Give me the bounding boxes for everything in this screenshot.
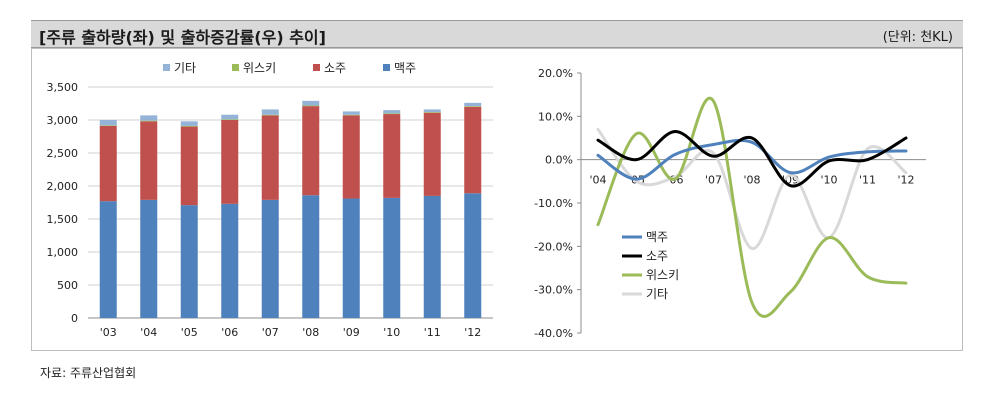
bar-segment-whisky [221, 119, 239, 120]
line-series-other [596, 127, 908, 250]
bar-segment-whisky [261, 114, 279, 116]
line-series-whisky [596, 96, 908, 318]
line-legend-label: 맥주 [646, 230, 668, 244]
bar-segment-other [99, 120, 117, 126]
bar-xtick-label: '06 [221, 326, 238, 339]
bar-segment-soju [383, 114, 401, 198]
bar-segment-soju [221, 120, 239, 204]
bar-xtick-label: '12 [464, 326, 481, 339]
bar-segment-beer [464, 193, 482, 318]
bar-legend-swatch [232, 64, 239, 71]
bar-segment-other [423, 109, 441, 113]
bar-segment-other [140, 115, 158, 121]
line-xtick-label: '11 [859, 174, 876, 187]
bar-segment-other [180, 121, 198, 126]
bar-ytick-label: 0 [71, 312, 78, 325]
bar-legend-swatch [383, 64, 390, 71]
line-ytick-label: -10.0% [534, 197, 573, 210]
bar-segment-whisky [180, 125, 198, 127]
bar-segment-soju [99, 125, 117, 202]
bar-segment-whisky [342, 114, 360, 116]
bar-segment-soju [464, 106, 482, 194]
bar-segment-other [342, 111, 360, 115]
bar-segment-other [261, 109, 279, 115]
chart-title: [주류 출하량(좌) 및 출하증감률(우) 추이] [39, 28, 326, 47]
line-ytick-label: -20.0% [534, 240, 573, 253]
line-series-beer [596, 138, 908, 181]
bar-segment-beer [383, 197, 401, 318]
bar-ytick-label: 3,000 [47, 114, 79, 127]
bar-segment-beer [423, 195, 441, 318]
bar-segment-other [383, 110, 401, 114]
bar-ytick-label: 1,500 [47, 213, 79, 226]
bar-xtick-label: '08 [302, 326, 319, 339]
bar-segment-soju [180, 126, 198, 206]
bar-segment-whisky [464, 106, 482, 107]
line-xtick-label: '08 [743, 174, 760, 187]
bar-segment-whisky [423, 112, 441, 113]
bar-xtick-label: '11 [424, 326, 441, 339]
bar-segment-beer [180, 205, 198, 318]
line-legend-label: 기타 [646, 287, 668, 301]
bar-segment-other [221, 114, 239, 120]
bar-ytick-label: 2,000 [47, 180, 79, 193]
bar-segment-other [464, 102, 482, 107]
bar-segment-soju [302, 106, 320, 196]
bar-segment-beer [302, 195, 320, 318]
bar-segment-soju [342, 115, 360, 199]
line-xtick-label: '12 [897, 174, 914, 187]
bar-segment-beer [342, 198, 360, 318]
bar-segment-whisky [383, 113, 401, 115]
bar-legend-swatch [163, 64, 170, 71]
bar-ytick-label: 3,500 [47, 81, 79, 94]
line-xtick-label: '10 [820, 174, 837, 187]
bar-ytick-label: 2,500 [47, 147, 79, 160]
bar-legend-label: 위스키 [243, 61, 276, 75]
line-ytick-label: -30.0% [534, 284, 573, 297]
bar-segment-beer [261, 199, 279, 318]
line-legend-label: 소주 [646, 249, 668, 263]
bar-segment-beer [221, 203, 239, 318]
line-xtick-label: '07 [705, 174, 722, 187]
source-note: 자료: 주류산업협회 [40, 366, 137, 380]
bar-xtick-label: '07 [262, 326, 279, 339]
bar-xtick-label: '04 [140, 326, 157, 339]
line-legend-label: 위스키 [646, 268, 679, 282]
bar-ytick-label: 1,000 [47, 246, 79, 259]
bar-segment-beer [140, 199, 158, 318]
bar-segment-other [302, 100, 320, 106]
line-xtick-label: '04 [589, 174, 606, 187]
bar-segment-soju [261, 115, 279, 200]
bar-xtick-label: '10 [383, 326, 400, 339]
bar-ytick-label: 500 [57, 279, 78, 292]
bar-segment-whisky [140, 120, 158, 122]
bar-legend-label: 소주 [324, 61, 346, 75]
bar-legend-label: 기타 [174, 61, 196, 75]
bar-xtick-label: '05 [181, 326, 198, 339]
bar-segment-whisky [99, 125, 117, 126]
bar-legend-swatch [313, 64, 320, 71]
unit-label: (단위: 천KL) [882, 30, 953, 45]
bar-xtick-label: '03 [100, 326, 117, 339]
title-bar: [주류 출하량(좌) 및 출하증감률(우) 추이] (단위: 천KL) [31, 20, 963, 48]
bar-segment-soju [140, 121, 158, 200]
bar-segment-whisky [302, 105, 320, 107]
bar-xtick-label: '09 [343, 326, 360, 339]
line-ytick-label: -40.0% [534, 327, 573, 340]
line-series-soju [596, 129, 908, 188]
line-ytick-label: 20.0% [538, 67, 573, 80]
bar-segment-beer [99, 201, 117, 318]
bar-segment-soju [423, 112, 441, 196]
line-ytick-label: 10.0% [538, 110, 573, 123]
bar-legend-label: 맥주 [394, 61, 416, 75]
line-ytick-label: 0.0% [545, 154, 573, 167]
